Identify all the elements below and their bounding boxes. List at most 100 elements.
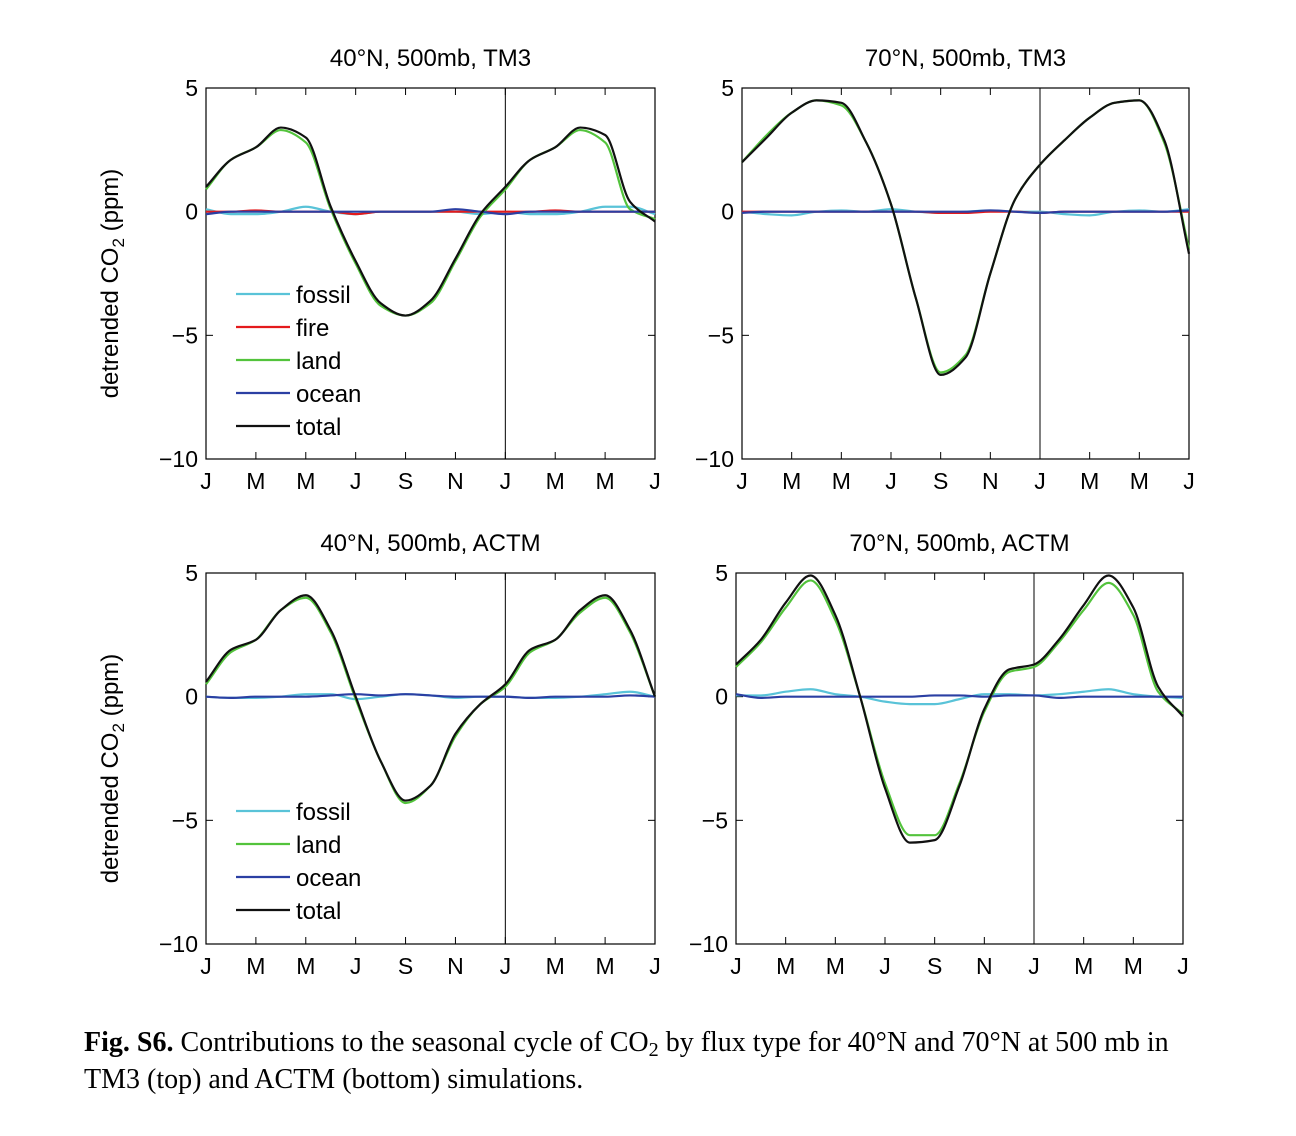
y-axis-label: detrended CO2 (ppm) (97, 169, 128, 399)
y-tick-label: −10 (159, 446, 198, 472)
x-tick-label: J (500, 468, 512, 494)
x-tick-label: M (776, 953, 795, 979)
x-tick-label: S (398, 468, 413, 494)
series-line-ocean (735, 693, 1183, 699)
x-tick-label: J (1177, 953, 1189, 979)
y-tick-label: −10 (689, 931, 728, 957)
series-line-ocean (205, 208, 655, 216)
y-axis-label-subscript: 2 (109, 238, 128, 247)
x-tick-label: J (1183, 468, 1195, 494)
x-tick-label: S (933, 468, 948, 494)
x-tick-label: M (246, 953, 265, 979)
y-tick-label: 5 (721, 75, 734, 101)
y-axis-label-part: detrended CO (97, 733, 124, 884)
x-tick-label: M (296, 468, 315, 494)
x-tick-label: M (1130, 468, 1149, 494)
x-tick-label: J (200, 468, 212, 494)
x-tick-label: S (398, 953, 413, 979)
y-axis-label-part: (ppm) (97, 169, 124, 238)
series-line-total (741, 99, 1191, 377)
x-tick-label: J (1028, 953, 1040, 979)
caption-text-2: by flux type for 40°N and 70°N at 500 mb… (84, 1027, 1169, 1095)
legend-label-ocean: ocean (296, 381, 361, 408)
x-tick-label: J (649, 953, 661, 979)
y-axis-label: detrended CO2 (ppm) (97, 654, 128, 884)
plot-area (735, 572, 1184, 945)
figure-caption: Fig. S6. Contributions to the seasonal c… (84, 1024, 1214, 1098)
legend: fossil fire land ocean total (236, 282, 361, 441)
caption-subscript: 2 (648, 1039, 659, 1062)
x-tick-label: N (447, 953, 464, 979)
legend-label-fossil: fossil (296, 799, 351, 826)
x-tick-label: N (982, 468, 999, 494)
x-tick-label: M (546, 468, 565, 494)
x-tick-label: J (730, 953, 742, 979)
y-tick-label: 0 (721, 199, 734, 225)
series-line-total (205, 594, 657, 802)
chart-title: 70°N, 500mb, TM3 (865, 45, 1066, 72)
series-line-ocean (741, 209, 1190, 214)
series-line-total (735, 574, 1184, 844)
legend-label-total: total (296, 414, 341, 441)
x-tick-label: J (1034, 468, 1046, 494)
x-tick-label: S (927, 953, 942, 979)
y-tick-label: 5 (185, 560, 198, 586)
plot-area (205, 572, 656, 945)
chart-title: 40°N, 500mb, ACTM (320, 530, 540, 557)
legend-label-fire: fire (296, 315, 329, 342)
x-tick-label: M (1124, 953, 1143, 979)
y-axis-label-part: detrended CO (97, 248, 124, 399)
caption-text-1: Contributions to the seasonal cycle of C… (173, 1027, 649, 1058)
x-tick-label: M (596, 953, 615, 979)
series-line-land (205, 128, 656, 317)
y-tick-label: −10 (159, 931, 198, 957)
series-line-fossil (736, 688, 1184, 706)
x-tick-label: M (546, 953, 565, 979)
x-tick-label: M (832, 468, 851, 494)
caption-label: Fig. S6. (84, 1027, 174, 1058)
y-tick-label: 5 (715, 560, 728, 586)
y-tick-label: −5 (702, 807, 728, 833)
x-tick-label: J (736, 468, 748, 494)
legend-label-land: land (296, 832, 341, 859)
legend: fossil land ocean total (236, 799, 361, 925)
y-tick-label: −5 (172, 807, 198, 833)
chart-title: 70°N, 500mb, ACTM (849, 530, 1069, 557)
x-tick-label: M (1080, 468, 1099, 494)
legend-label-land: land (296, 348, 341, 375)
series-line-ocean (205, 693, 656, 699)
y-tick-label: 5 (185, 75, 198, 101)
legend-label-fossil: fossil (296, 282, 351, 309)
x-tick-label: J (500, 953, 512, 979)
chart-title: 40°N, 500mb, TM3 (330, 45, 531, 72)
x-tick-label: J (200, 953, 212, 979)
y-tick-label: −10 (695, 446, 734, 472)
x-tick-label: J (350, 953, 362, 979)
x-tick-label: M (296, 953, 315, 979)
x-tick-label: J (350, 468, 362, 494)
y-axis-label-subscript: 2 (109, 723, 128, 732)
x-tick-label: M (596, 468, 615, 494)
x-tick-label: J (879, 953, 891, 979)
series-line-total (205, 126, 656, 317)
y-axis-label-part: (ppm) (97, 654, 124, 723)
x-tick-label: N (447, 468, 464, 494)
plot-area (741, 87, 1190, 460)
x-tick-label: M (782, 468, 801, 494)
x-tick-label: M (1074, 953, 1093, 979)
legend-label-total: total (296, 898, 341, 925)
x-tick-label: M (826, 953, 845, 979)
y-tick-label: −5 (708, 322, 734, 348)
y-tick-label: −5 (172, 322, 198, 348)
y-tick-label: 0 (715, 684, 728, 710)
x-tick-label: J (885, 468, 897, 494)
plot-area (205, 87, 656, 460)
x-tick-label: M (246, 468, 265, 494)
legend-label-ocean: ocean (296, 865, 361, 892)
y-tick-label: 0 (185, 684, 198, 710)
x-tick-label: J (649, 468, 661, 494)
